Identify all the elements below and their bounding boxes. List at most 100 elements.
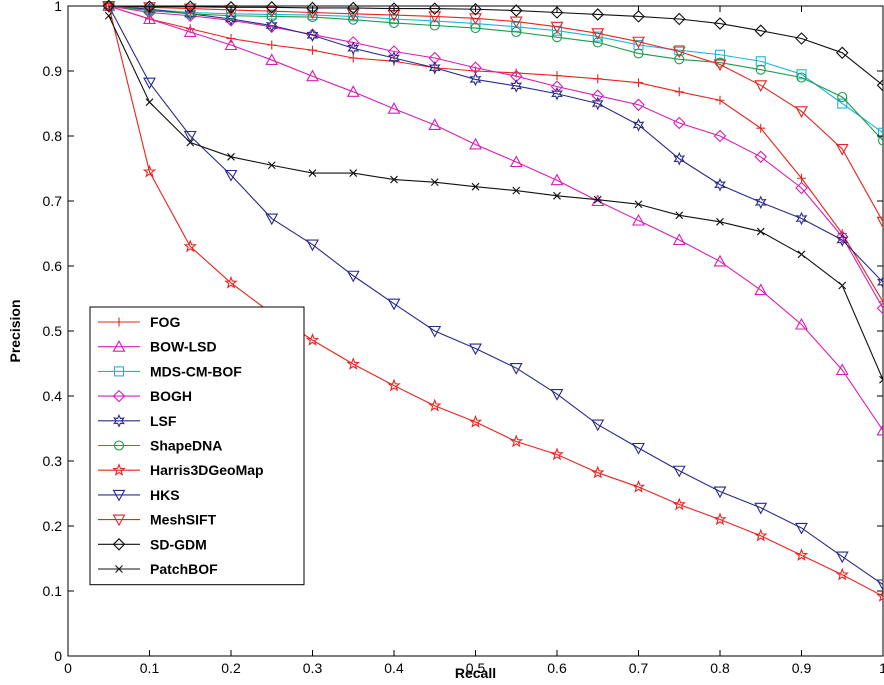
data-point-hks (795, 522, 808, 535)
series-line-patchbof (108, 15, 883, 380)
y-tick-label: 0 (54, 648, 62, 664)
data-point-hks (143, 77, 156, 90)
data-point-bow-lsd (835, 363, 849, 376)
data-point-fog (756, 123, 766, 133)
x-tick-label: 0.7 (629, 660, 649, 676)
data-point-bow-lsd (346, 85, 360, 97)
data-point-mds-cm-bof (837, 98, 848, 109)
data-point-harris3dgeomap (183, 239, 197, 253)
data-point-meshsift (346, 8, 360, 21)
data-point-sd-gdm (469, 2, 482, 16)
x-tick-label: 0.9 (792, 660, 812, 676)
data-point-bow-lsd (876, 423, 883, 436)
data-point-harris3dgeomap (346, 357, 360, 370)
data-point-lsf (428, 60, 441, 75)
data-point-bogh (835, 230, 849, 244)
data-point-patchbof (430, 178, 439, 187)
data-point-hks (183, 130, 197, 143)
y-axis-label: Precision (7, 299, 23, 362)
legend-marker (114, 317, 124, 327)
data-point-patchbof (593, 195, 602, 204)
x-tick-label: 0.1 (140, 660, 160, 676)
data-point-lsf (714, 177, 726, 192)
legend-marker (112, 340, 126, 352)
data-point-harris3dgeomap (754, 528, 768, 542)
data-point-mds-cm-bof (511, 21, 522, 32)
data-point-bow-lsd (306, 69, 319, 82)
data-point-lsf (551, 86, 563, 101)
series-line-lsf (108, 5, 883, 283)
data-point-fog (797, 173, 806, 183)
series-layer (102, 0, 883, 602)
data-point-bogh (713, 129, 727, 143)
data-point-harris3dgeomap (387, 378, 401, 392)
data-point-patchbof (308, 169, 317, 177)
data-point-sd-gdm (713, 17, 727, 30)
data-point-patchbof (634, 200, 643, 209)
data-point-lsf (632, 118, 645, 132)
data-point-harris3dgeomap (835, 567, 849, 581)
data-point-bow-lsd (183, 25, 197, 38)
legend-label: HKS (150, 487, 180, 503)
data-point-bow-lsd (428, 118, 442, 130)
data-point-sd-gdm (428, 2, 442, 15)
data-point-harris3dgeomap (224, 275, 238, 289)
data-point-hks (550, 388, 564, 401)
data-point-sd-gdm (672, 12, 686, 26)
data-point-hks (672, 465, 686, 478)
data-point-harris3dgeomap (142, 164, 157, 178)
y-tick-label: 0.7 (43, 193, 63, 209)
data-point-patchbof (716, 217, 724, 226)
data-point-hks (224, 169, 238, 182)
data-point-hks (469, 343, 482, 356)
data-point-mds-cm-bof (714, 49, 726, 60)
data-point-lsf (306, 28, 319, 43)
data-point-fog (267, 40, 277, 50)
data-point-meshsift (428, 11, 442, 24)
data-point-patchbof (267, 161, 276, 170)
legend-marker (112, 514, 126, 527)
data-point-patchbof (512, 186, 521, 195)
data-point-bogh (672, 116, 686, 130)
data-point-meshsift (550, 21, 564, 34)
data-point-bow-lsd (550, 173, 564, 186)
data-point-sd-gdm (754, 24, 768, 37)
data-point-mds-cm-bof (592, 31, 603, 42)
data-point-patchbof (756, 227, 765, 236)
data-point-fog (715, 95, 725, 105)
x-tick-label: 0.8 (710, 660, 730, 676)
data-point-patchbof (471, 182, 480, 191)
data-point-patchbof (553, 191, 561, 200)
series-line-harris3dgeomap (108, 5, 883, 597)
data-point-sd-gdm (795, 32, 808, 45)
data-point-mds-cm-bof (755, 56, 766, 67)
data-point-lsf (184, 6, 197, 21)
series-line-bogh (108, 5, 883, 309)
y-tick-label: 0.9 (43, 63, 63, 79)
data-point-shapedna (348, 14, 359, 25)
data-point-patchbof (349, 169, 358, 177)
data-point-meshsift (591, 28, 605, 40)
y-tick-label: 0.3 (43, 453, 63, 469)
legend-marker (115, 565, 123, 573)
data-point-bow-lsd (509, 155, 523, 168)
series-patchbof (104, 11, 883, 384)
data-point-shapedna (674, 54, 685, 65)
data-point-harris3dgeomap (550, 447, 564, 461)
data-point-bogh (550, 80, 564, 93)
x-tick-label: 0.2 (221, 660, 241, 676)
data-point-hks (835, 551, 849, 564)
data-point-harris3dgeomap (631, 479, 646, 493)
data-point-meshsift (672, 46, 686, 59)
data-point-shapedna (755, 64, 766, 75)
data-point-sd-gdm (550, 6, 564, 19)
data-point-harris3dgeomap (876, 589, 883, 602)
data-point-mds-cm-bof (796, 69, 807, 80)
data-point-lsf (795, 211, 808, 226)
y-tick-label: 0.6 (43, 258, 63, 274)
data-point-lsf (510, 79, 523, 93)
data-point-meshsift (265, 6, 279, 18)
data-point-bogh (754, 150, 768, 164)
data-point-bow-lsd (632, 213, 645, 226)
x-tick-label: 0.4 (384, 660, 404, 676)
